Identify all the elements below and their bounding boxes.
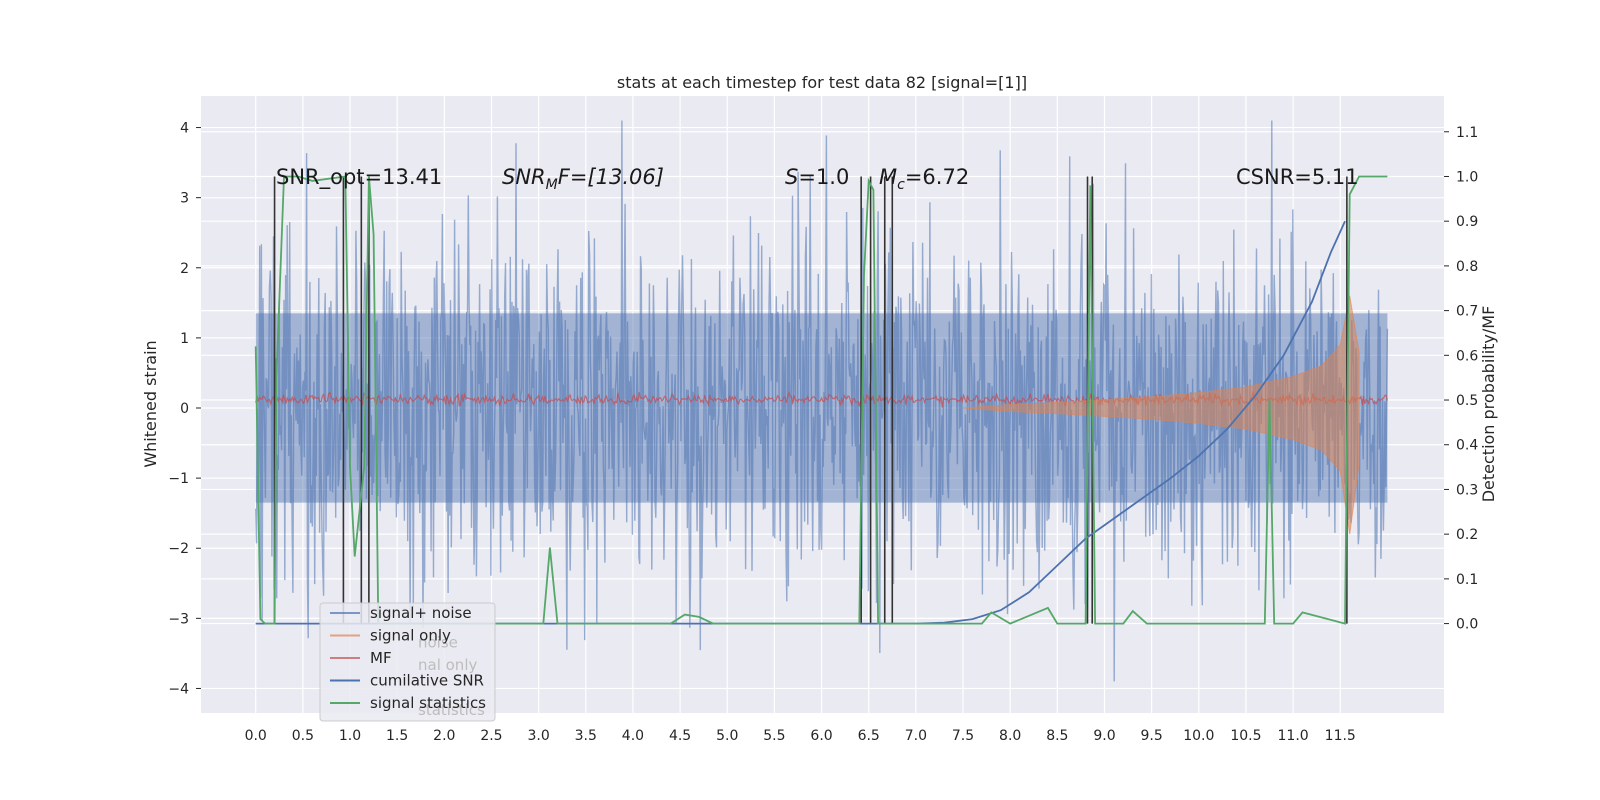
y2-tick-label: 0.9 (1456, 214, 1478, 230)
mc-sub: c (897, 177, 905, 193)
x-tick-labels: 0.0 0.5 1.0 1.5 2.0 2.5 3.0 3.5 4.0 4.5 5.0 5.5 6.0 6… (245, 728, 1356, 744)
legend-ghost-text: statistics (418, 701, 485, 719)
y2-tick-label: 0.7 (1456, 304, 1478, 320)
x-tick-label: 8.5 (1046, 728, 1068, 744)
y-tick-label: −1 (168, 471, 189, 487)
x-tick-label: 2.5 (480, 728, 502, 744)
annotation-csnr: CSNR=5.11 (1236, 165, 1359, 189)
y2-tick-label: 0.5 (1456, 393, 1478, 409)
legend-ghost-text: noise (418, 634, 458, 652)
x-tick-label: 7.5 (952, 728, 974, 744)
x-tick-label: 9.5 (1141, 728, 1163, 744)
y2-tick-label: 0.0 (1456, 617, 1478, 633)
legend-label: MF (370, 649, 392, 667)
x-tick-label: 2.0 (433, 728, 455, 744)
y-tick-label: −3 (168, 611, 189, 627)
snr-mf-sub: M (546, 177, 558, 193)
chart-title: stats at each timestep for test data 82 … (617, 73, 1027, 92)
x-tick-label: 11.5 (1325, 728, 1356, 744)
mc-prefix: M (879, 165, 897, 189)
y-tick-labels: 4 3 2 1 0 −1 −2 −3 −4 (168, 121, 201, 697)
snr-mf-prefix: SNR (502, 165, 546, 189)
y2-tick-label: 1.1 (1456, 125, 1478, 141)
x-tick-label: 4.0 (622, 728, 644, 744)
legend-label: cumilative SNR (370, 672, 484, 690)
legend-box (319, 602, 496, 722)
x-tick-label: 10.0 (1183, 728, 1214, 744)
annotation-snr-mf: SNRMF=[13.06] (502, 165, 664, 193)
annotation-snr-opt: SNR_opt=13.41 (276, 165, 442, 190)
legend-ghost-text: nal only (418, 656, 477, 674)
y-tick-label: 0 (180, 401, 189, 417)
y2-axis-label: Detection probability/MF (1479, 306, 1498, 503)
y2-tick-label: 1.0 (1456, 169, 1478, 185)
s-prefix: S (785, 165, 798, 189)
y2-tick-label: 0.2 (1456, 527, 1478, 543)
legend-label: signal+ noise (370, 604, 472, 622)
x-tick-label: 3.0 (527, 728, 549, 744)
mc-value: =6.72 (905, 165, 969, 189)
x-tick-label: 4.5 (669, 728, 691, 744)
y-axis-label: Whitened strain (141, 340, 160, 467)
y-tick-label: −4 (168, 681, 189, 697)
y-tick-label: 2 (180, 261, 189, 277)
y-tick-label: −2 (168, 541, 189, 557)
snr-mf-suffix: F=[13.06] (558, 165, 664, 189)
y-tick-label: 1 (180, 331, 189, 347)
x-tick-label: 10.5 (1230, 728, 1261, 744)
signal-only-series (962, 295, 1360, 535)
x-tick-label: 6.0 (810, 728, 832, 744)
x-tick-label: 11.0 (1278, 728, 1309, 744)
x-tick-label: 0.0 (245, 728, 267, 744)
x-tick-label: 5.0 (716, 728, 738, 744)
x-tick-label: 5.5 (763, 728, 785, 744)
x-tick-label: 1.0 (339, 728, 361, 744)
x-tick-label: 8.0 (999, 728, 1021, 744)
y2-tick-labels: 0.0 0.1 0.2 0.3 0.4 0.5 0.6 0.7 0.8 0.9 1.0 1.1 (1444, 125, 1478, 633)
y2-tick-label: 0.6 (1456, 348, 1478, 364)
cumulative-snr-line (255, 220, 1346, 625)
y-tick-label: 4 (180, 121, 189, 137)
x-tick-label: 1.5 (386, 728, 408, 744)
x-tick-label: 7.0 (905, 728, 927, 744)
s-value: =1.0 (798, 165, 849, 189)
probability-lines (254, 175, 1388, 625)
y2-tick-label: 0.8 (1456, 259, 1478, 275)
x-tick-label: 0.5 (292, 728, 314, 744)
y2-tick-label: 0.3 (1456, 482, 1478, 498)
signal-only-envelope (962, 295, 1360, 535)
signal-statistics-line (254, 175, 1388, 625)
x-tick-label: 6.5 (858, 728, 880, 744)
x-tick-label: 9.0 (1093, 728, 1115, 744)
y2-tick-label: 0.4 (1456, 438, 1478, 454)
annotation-s: S=1.0 (785, 165, 849, 189)
legend-label: signal statistics (370, 694, 486, 712)
legend-label: signal only (370, 627, 451, 645)
x-tick-label: 3.5 (575, 728, 597, 744)
y2-tick-label: 0.1 (1456, 572, 1478, 588)
y-tick-label: 3 (180, 191, 189, 207)
annotation-mc: Mc=6.72 (879, 165, 969, 193)
